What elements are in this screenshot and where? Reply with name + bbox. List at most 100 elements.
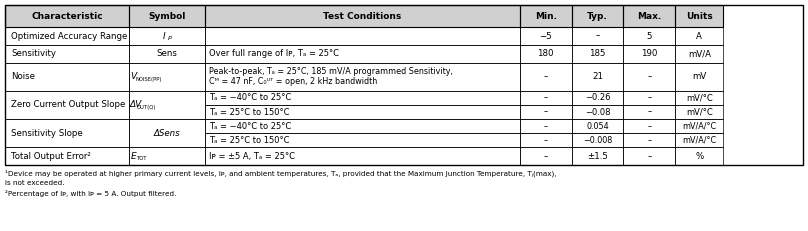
Text: 190: 190 xyxy=(642,49,658,58)
Text: V: V xyxy=(130,72,137,81)
Bar xyxy=(520,119,571,133)
Bar xyxy=(520,5,571,27)
Text: Sensitivity: Sensitivity xyxy=(11,49,56,58)
Text: Total Output Error²: Total Output Error² xyxy=(11,152,90,161)
Text: mV/A/°C: mV/A/°C xyxy=(682,136,717,145)
Bar xyxy=(571,63,624,91)
Bar xyxy=(675,119,723,133)
Text: mV/A: mV/A xyxy=(688,49,711,58)
Bar xyxy=(624,45,675,63)
Bar xyxy=(571,147,624,165)
Text: −0.08: −0.08 xyxy=(585,107,610,116)
Bar xyxy=(5,119,128,147)
Text: NOISE(PP): NOISE(PP) xyxy=(136,77,162,82)
Bar xyxy=(520,91,571,105)
Bar xyxy=(624,5,675,27)
Text: Optimized Accuracy Range: Optimized Accuracy Range xyxy=(11,32,128,41)
Bar xyxy=(624,27,675,45)
Text: Symbol: Symbol xyxy=(148,12,185,21)
Bar xyxy=(5,5,128,27)
Text: A: A xyxy=(696,32,702,41)
Text: –: – xyxy=(544,93,548,102)
Bar xyxy=(128,5,204,27)
Bar xyxy=(204,63,520,91)
Text: Sensitivity Slope: Sensitivity Slope xyxy=(11,129,82,138)
Text: P: P xyxy=(168,36,171,41)
Text: %: % xyxy=(695,152,704,161)
Text: Over full range of Iᴘ, Tₐ = 25°C: Over full range of Iᴘ, Tₐ = 25°C xyxy=(209,49,339,58)
Text: Iᴘ = ±5 A, Tₐ = 25°C: Iᴘ = ±5 A, Tₐ = 25°C xyxy=(209,152,296,161)
Text: Cᴹ = 47 nF, C₀ᵁᵀ = open, 2 kHz bandwidth: Cᴹ = 47 nF, C₀ᵁᵀ = open, 2 kHz bandwidth xyxy=(209,77,378,86)
Bar xyxy=(624,91,675,105)
Text: Test Conditions: Test Conditions xyxy=(323,12,402,21)
Bar xyxy=(624,105,675,119)
Bar xyxy=(5,63,128,91)
Text: ±1.5: ±1.5 xyxy=(587,152,608,161)
Bar xyxy=(128,91,204,119)
Text: mV/A/°C: mV/A/°C xyxy=(682,122,717,131)
Text: 180: 180 xyxy=(537,49,554,58)
Text: Noise: Noise xyxy=(11,72,35,81)
Bar xyxy=(520,5,571,27)
Text: I: I xyxy=(162,32,166,41)
Bar xyxy=(5,147,128,165)
Bar xyxy=(675,45,723,63)
Bar xyxy=(204,105,520,119)
Bar xyxy=(5,91,128,119)
Bar xyxy=(204,91,520,105)
Text: –: – xyxy=(647,152,651,161)
Text: –: – xyxy=(647,122,651,131)
Text: Peak-to-peak, Tₐ = 25°C, 185 mV/A programmed Sensitivity,: Peak-to-peak, Tₐ = 25°C, 185 mV/A progra… xyxy=(209,67,453,76)
Bar xyxy=(624,63,675,91)
Bar xyxy=(204,147,520,165)
Bar xyxy=(128,119,204,147)
Text: −0.008: −0.008 xyxy=(583,136,612,145)
Text: –: – xyxy=(647,136,651,145)
Text: Typ.: Typ. xyxy=(587,12,608,21)
Text: –: – xyxy=(544,107,548,116)
Text: –: – xyxy=(647,72,651,81)
Bar xyxy=(520,45,571,63)
Bar xyxy=(571,133,624,147)
Text: −5: −5 xyxy=(539,32,552,41)
Text: −0.26: −0.26 xyxy=(585,93,610,102)
Text: 5: 5 xyxy=(646,32,652,41)
Text: OUT(Q): OUT(Q) xyxy=(137,105,156,110)
Bar xyxy=(571,5,624,27)
Bar xyxy=(571,91,624,105)
Bar xyxy=(624,5,675,27)
Bar xyxy=(204,45,520,63)
Bar xyxy=(624,119,675,133)
Bar xyxy=(571,119,624,133)
Text: Min.: Min. xyxy=(535,12,557,21)
Text: ²Percentage of Iᴘ, with Iᴘ = 5 A. Output filtered.: ²Percentage of Iᴘ, with Iᴘ = 5 A. Output… xyxy=(5,189,176,197)
Bar xyxy=(204,5,520,27)
Text: ΔSens: ΔSens xyxy=(154,129,180,138)
Bar xyxy=(624,147,675,165)
Text: –: – xyxy=(544,72,548,81)
Bar xyxy=(675,91,723,105)
Bar xyxy=(571,105,624,119)
Bar xyxy=(675,5,723,27)
Text: mV/°C: mV/°C xyxy=(686,93,713,102)
Bar xyxy=(571,5,624,27)
Bar xyxy=(675,27,723,45)
Bar xyxy=(571,27,624,45)
Bar xyxy=(128,5,204,27)
Bar xyxy=(128,147,204,165)
Bar xyxy=(128,63,204,91)
Text: Units: Units xyxy=(686,12,713,21)
Text: –: – xyxy=(595,32,600,41)
Text: 21: 21 xyxy=(592,72,603,81)
Bar xyxy=(675,63,723,91)
Text: mV/°C: mV/°C xyxy=(686,107,713,116)
Bar xyxy=(675,5,723,27)
Text: –: – xyxy=(544,122,548,131)
Bar xyxy=(128,27,204,45)
Bar xyxy=(5,27,128,45)
Text: 185: 185 xyxy=(589,49,606,58)
Text: Tₐ = 25°C to 150°C: Tₐ = 25°C to 150°C xyxy=(209,107,290,116)
Text: is not exceeded.: is not exceeded. xyxy=(5,179,65,185)
Bar xyxy=(624,133,675,147)
Text: 0.054: 0.054 xyxy=(586,122,608,131)
